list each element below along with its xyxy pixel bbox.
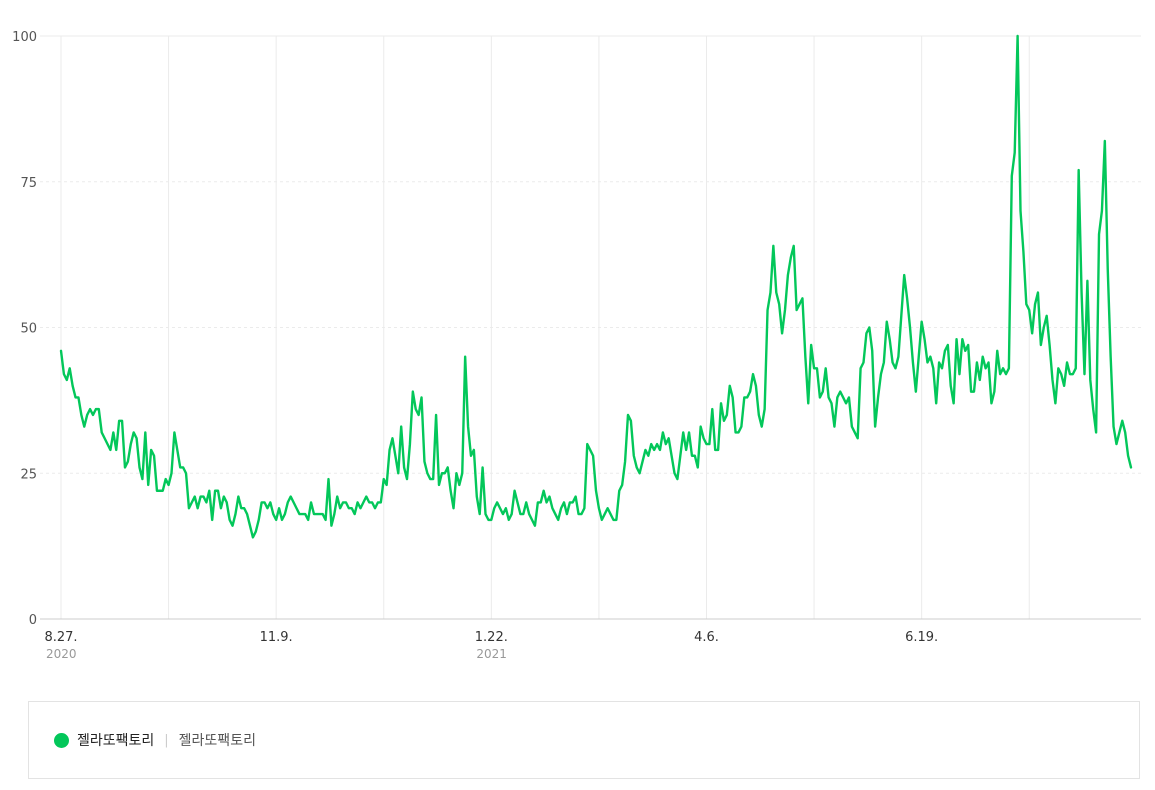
y-tick-label: 100 (12, 30, 37, 45)
y-tick-label: 75 (20, 176, 37, 191)
legend-separator: | (164, 732, 169, 748)
x-tick-label: 8.27. (44, 630, 77, 645)
y-tick-label: 25 (20, 467, 37, 482)
x-tick-label: 11.9. (260, 630, 293, 645)
y-tick-label: 50 (20, 322, 37, 337)
series-line-젤라또팩토리 (59, 34, 1133, 539)
legend-label: 젤라또팩토리 (77, 733, 155, 749)
x-axis-ticks: 8.27. 2020 11.9. 1.22. 2021 4.6. 6.19. (44, 630, 938, 661)
legend-sublabel: 젤라또팩토리 (178, 733, 256, 749)
legend-item[interactable]: 젤라또팩토리 | 젤라또팩토리 (54, 730, 256, 750)
x-tick-year: 2021 (476, 647, 507, 661)
grid-lines (40, 35, 1141, 619)
x-tick-label: 1.22. (475, 630, 508, 645)
line-chart: 0 25 50 75 100 8.27. 2020 11.9. 1.22. 2021 4.6. 6.… (12, 30, 1141, 661)
x-tick-year: 2020 (46, 647, 77, 661)
y-tick-label: 0 (29, 613, 37, 628)
legend: 젤라또팩토리 | 젤라또팩토리 (28, 701, 1140, 779)
x-tick-label: 4.6. (694, 630, 719, 645)
x-tick-label: 6.19. (905, 630, 938, 645)
legend-dot-icon (54, 732, 69, 748)
y-axis-ticks: 0 25 50 75 100 (12, 30, 37, 628)
